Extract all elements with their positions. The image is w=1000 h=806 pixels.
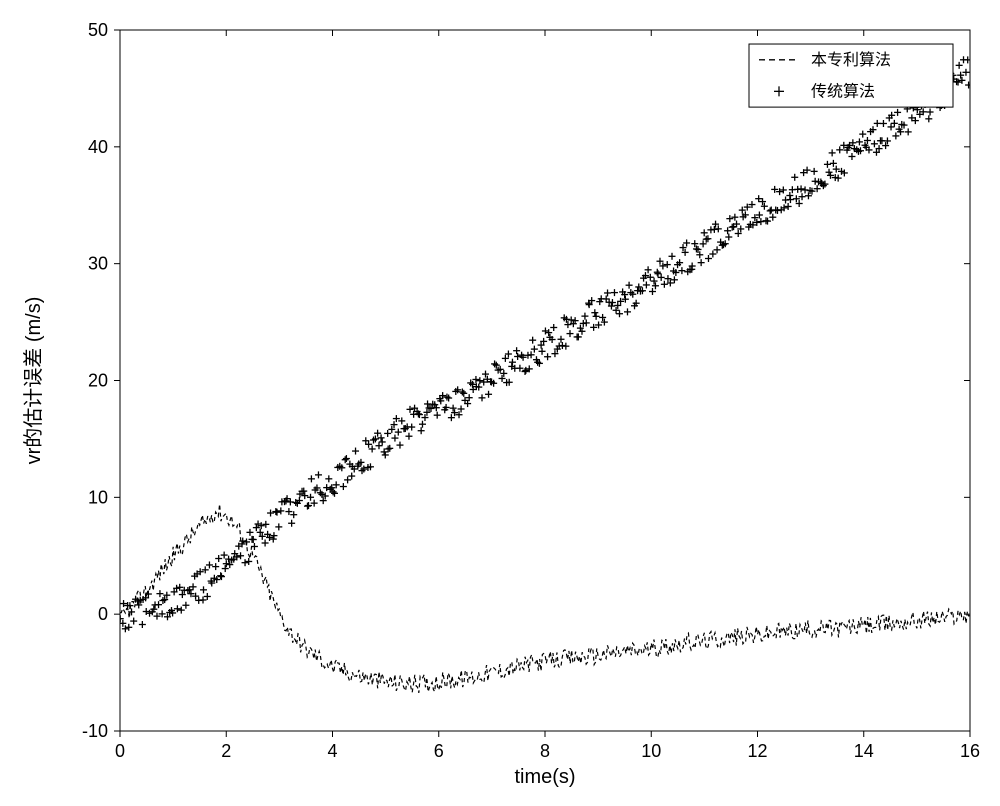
svg-text:4: 4 [327, 741, 337, 761]
y-axis-label: vr的估计误差 (m/s) [22, 297, 45, 465]
chart-container: 0 2 4 6 8 10 12 14 16 -10 0 10 20 30 40 50 time(s) vr的估计误… [0, 0, 1000, 801]
svg-text:6: 6 [434, 741, 444, 761]
svg-text:16: 16 [960, 741, 980, 761]
chart-svg: 0 2 4 6 8 10 12 14 16 -10 0 10 20 30 40 50 time(s) vr的估计误… [0, 0, 1000, 801]
svg-text:8: 8 [540, 741, 550, 761]
svg-text:2: 2 [221, 741, 231, 761]
svg-text:0: 0 [98, 604, 108, 624]
svg-text:14: 14 [854, 741, 874, 761]
svg-text:20: 20 [88, 371, 108, 391]
svg-text:10: 10 [641, 741, 661, 761]
svg-text:40: 40 [88, 137, 108, 157]
svg-text:0: 0 [115, 741, 125, 761]
svg-text:10: 10 [88, 487, 108, 507]
svg-text:30: 30 [88, 254, 108, 274]
legend-label: 传统算法 [811, 82, 875, 101]
x-axis-label: time(s) [514, 766, 575, 788]
svg-text:12: 12 [747, 741, 767, 761]
legend-label: 本专利算法 [811, 50, 891, 69]
svg-text:-10: -10 [82, 721, 108, 741]
legend: 本专利算法传统算法 [749, 44, 953, 107]
svg-text:50: 50 [88, 20, 108, 40]
